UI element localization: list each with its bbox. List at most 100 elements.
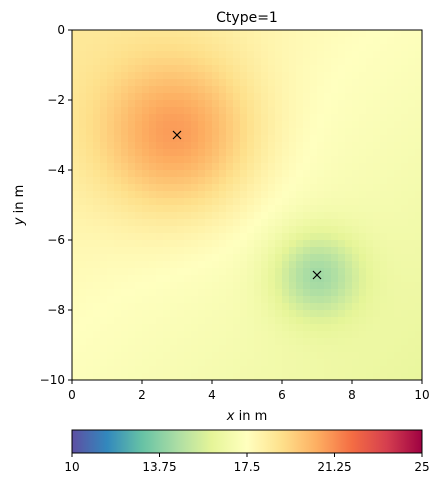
heatmap-cell <box>324 289 332 297</box>
heatmap-cell <box>254 296 262 304</box>
heatmap-cell <box>177 275 185 283</box>
heatmap-cell <box>310 205 318 213</box>
heatmap-cell <box>415 135 422 143</box>
heatmap-cell <box>198 233 206 241</box>
heatmap-cell <box>149 268 157 276</box>
heatmap-cell <box>261 72 269 80</box>
heatmap-cell <box>79 135 87 143</box>
heatmap-cell <box>261 44 269 52</box>
heatmap-cell <box>387 135 395 143</box>
heatmap-cell <box>212 44 220 52</box>
heatmap-cell <box>121 254 129 262</box>
heatmap-cell <box>233 37 241 45</box>
heatmap-cell <box>170 198 178 206</box>
heatmap-cell <box>338 310 346 318</box>
heatmap-cell <box>408 107 416 115</box>
heatmap-cell <box>310 324 318 332</box>
heatmap-cell <box>289 72 297 80</box>
heatmap-cell <box>142 170 150 178</box>
heatmap-cell <box>282 44 290 52</box>
heatmap-cell <box>135 331 143 339</box>
heatmap-cell <box>415 240 422 248</box>
heatmap-cell <box>170 261 178 269</box>
heatmap-cell <box>86 93 94 101</box>
heatmap-cell <box>240 205 248 213</box>
heatmap-cell <box>72 247 80 255</box>
heatmap-cell <box>184 296 192 304</box>
heatmap-cell <box>338 219 346 227</box>
heatmap-cell <box>324 58 332 66</box>
heatmap-cell <box>240 352 248 360</box>
heatmap-cell <box>289 30 297 38</box>
heatmap-cell <box>366 51 374 59</box>
heatmap-cell <box>296 373 304 380</box>
heatmap-cell <box>303 128 311 136</box>
heatmap-cell <box>198 44 206 52</box>
heatmap-cell <box>205 345 213 353</box>
heatmap-cell <box>317 163 325 171</box>
heatmap-cell <box>289 226 297 234</box>
heatmap-cell <box>135 240 143 248</box>
heatmap-cell <box>205 107 213 115</box>
heatmap-cell <box>114 142 122 150</box>
heatmap-cell <box>324 296 332 304</box>
heatmap-cell <box>366 79 374 87</box>
heatmap-cell <box>415 44 422 52</box>
heatmap-cell <box>72 366 80 374</box>
heatmap-cell <box>380 303 388 311</box>
heatmap-cell <box>191 177 199 185</box>
heatmap-cell <box>93 296 101 304</box>
heatmap-cell <box>352 268 360 276</box>
heatmap-cell <box>170 121 178 129</box>
heatmap-cell <box>254 177 262 185</box>
heatmap-cell <box>100 156 108 164</box>
heatmap-cell <box>142 135 150 143</box>
heatmap-cell <box>191 254 199 262</box>
heatmap-cell <box>296 233 304 241</box>
heatmap-cell <box>191 317 199 325</box>
heatmap-cell <box>198 107 206 115</box>
heatmap-cell <box>415 100 422 108</box>
heatmap-cell <box>177 366 185 374</box>
heatmap-cell <box>177 149 185 157</box>
heatmap-cell <box>72 331 80 339</box>
heatmap-cell <box>310 338 318 346</box>
heatmap-cell <box>191 303 199 311</box>
heatmap-cell <box>387 226 395 234</box>
heatmap-cell <box>240 296 248 304</box>
heatmap-cell <box>212 51 220 59</box>
heatmap-cell <box>345 373 353 380</box>
heatmap-cell <box>373 107 381 115</box>
heatmap-cell <box>177 296 185 304</box>
heatmap-cell <box>191 261 199 269</box>
heatmap-cell <box>394 366 402 374</box>
heatmap-cell <box>310 247 318 255</box>
heatmap-cell <box>261 226 269 234</box>
heatmap-cell <box>282 51 290 59</box>
heatmap-cell <box>233 149 241 157</box>
heatmap-cell <box>415 261 422 269</box>
heatmap-cell <box>128 338 136 346</box>
heatmap-cell <box>93 37 101 45</box>
heatmap-cell <box>177 30 185 38</box>
heatmap-cell <box>177 219 185 227</box>
heatmap-cell <box>79 79 87 87</box>
heatmap-cell <box>408 352 416 360</box>
heatmap-cell <box>240 65 248 73</box>
heatmap-cell <box>261 303 269 311</box>
heatmap-cell <box>184 37 192 45</box>
heatmap-cell <box>401 114 409 122</box>
heatmap-cell <box>401 254 409 262</box>
heatmap-cell <box>394 170 402 178</box>
x-tick-label: 0 <box>68 388 76 402</box>
heatmap-cell <box>387 233 395 241</box>
heatmap-cell <box>177 93 185 101</box>
heatmap-cell <box>233 142 241 150</box>
x-tick-label: 10 <box>414 388 429 402</box>
heatmap-cell <box>86 310 94 318</box>
heatmap-cell <box>170 177 178 185</box>
heatmap-cell <box>107 114 115 122</box>
heatmap-cell <box>142 79 150 87</box>
heatmap-cell <box>268 58 276 66</box>
heatmap-cell <box>310 177 318 185</box>
